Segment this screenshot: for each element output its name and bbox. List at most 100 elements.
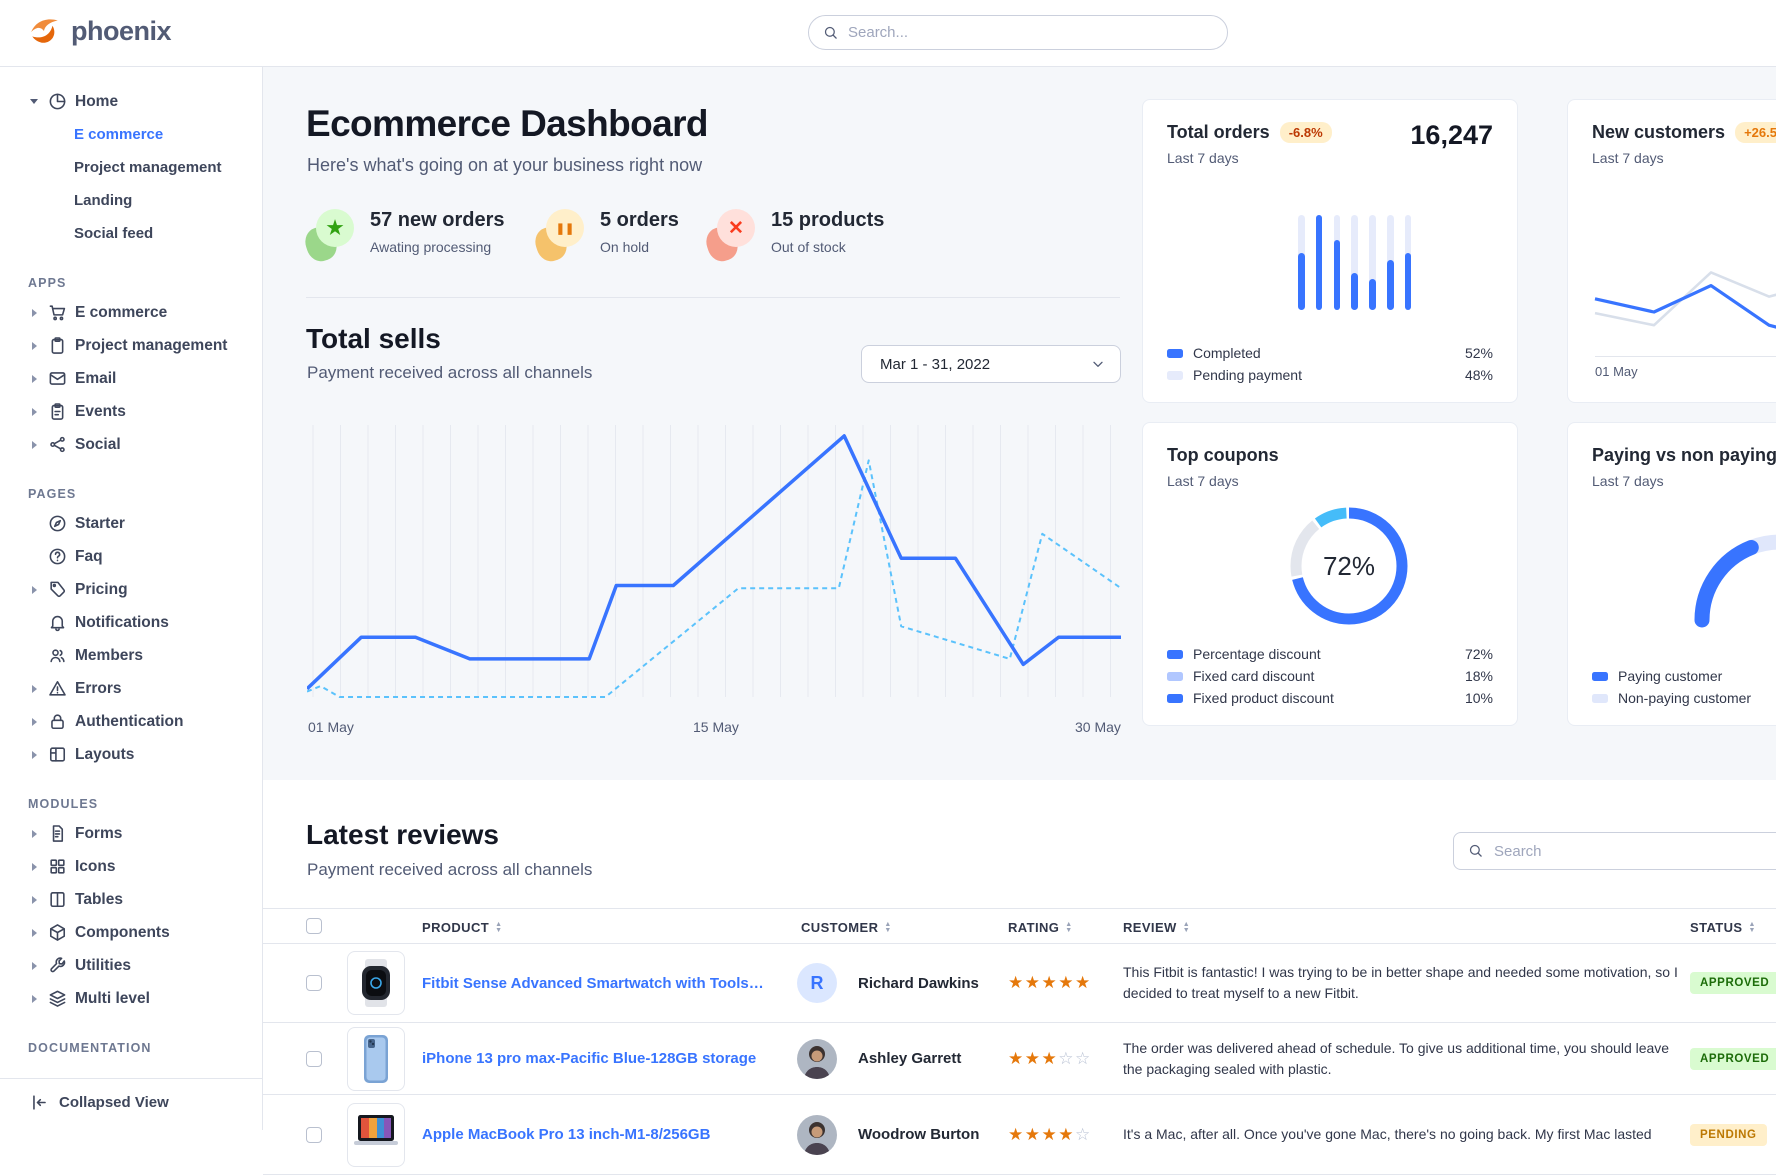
date-range-select[interactable]: Mar 1 - 31, 2022 <box>861 345 1121 383</box>
rating-cell: ★★★★★ <box>1008 973 1092 992</box>
wrench-icon <box>48 956 67 975</box>
sidebar-item-label: Authentication <box>75 712 184 730</box>
calendar-icon <box>48 402 67 421</box>
stat-sublabel: On hold <box>600 239 650 255</box>
reviews-title: Latest reviews <box>306 819 499 850</box>
product-link[interactable]: Apple MacBook Pro 13 inch-M1-8/256GB <box>422 1126 711 1143</box>
global-search[interactable] <box>808 15 1228 50</box>
reviews-table-header: PRODUCT ▲ ▼ CUSTOMER ▲ ▼ RATING ▲ ▼ REVIEW ▲ ▼ STATU… <box>263 908 1776 944</box>
status-cell: APPROVED <box>1690 1023 1776 1094</box>
sidebar-subitem-project-management[interactable]: Project management <box>74 159 222 176</box>
sidebar-item-members[interactable]: Members <box>16 639 250 672</box>
sidebar-item-errors[interactable]: Errors <box>16 672 250 705</box>
legend-value: 72% <box>1464 646 1493 662</box>
review-cell: It's a Mac, after all. Once you've gone … <box>1123 1126 1652 1142</box>
legend-label: Percentage discount <box>1193 646 1321 662</box>
sidebar-item-utilities[interactable]: Utilities <box>16 949 250 982</box>
column-header-rating[interactable]: RATING ▲ ▼ <box>1008 919 1073 935</box>
card-top-coupons: Top coupons Last 7 days 72% Percentage d… <box>1142 422 1518 726</box>
donut-center-value: 72% <box>1322 550 1376 581</box>
product-thumbnail <box>347 1023 405 1094</box>
reviews-search[interactable] <box>1453 832 1776 870</box>
search-icon <box>823 25 839 41</box>
column-header-status[interactable]: STATUS ▲ ▼ <box>1690 919 1756 935</box>
stat-new: ★ 57 new orders Awating processing <box>301 209 505 265</box>
caret-right-icon <box>28 307 40 319</box>
sidebar-item-components[interactable]: Components <box>16 916 250 949</box>
product-link[interactable]: Fitbit Sense Advanced Smartwatch with To… <box>422 974 767 992</box>
sidebar-item-e-commerce[interactable]: E commerce <box>16 296 250 329</box>
row-checkbox[interactable] <box>306 1023 322 1094</box>
avatar: R <box>797 963 837 1003</box>
customer-name: Woodrow Burton <box>858 1126 980 1143</box>
form-icon <box>48 824 67 843</box>
sidebar-item-label: Members <box>75 646 144 664</box>
sidebar-item-layouts[interactable]: Layouts <box>16 738 250 771</box>
reviews-search-input[interactable] <box>1494 842 1776 860</box>
top-navbar: phoenix <box>0 0 1776 67</box>
legend-swatch <box>1167 671 1183 681</box>
x-tick-01may: 01 May <box>308 719 354 735</box>
stat-sublabel: Awating processing <box>370 239 492 255</box>
select-all-checkbox[interactable] <box>306 909 322 943</box>
sidebar-item-icons[interactable]: Icons <box>16 850 250 883</box>
caret-right-icon <box>28 716 40 728</box>
row-checkbox[interactable] <box>306 944 322 1022</box>
collapse-label: Collapsed View <box>59 1094 169 1111</box>
column-header-product[interactable]: PRODUCT ▲ ▼ <box>422 919 503 935</box>
review-cell: The order was delivered ahead of schedul… <box>1123 1039 1670 1077</box>
sidebar-item-authentication[interactable]: Authentication <box>16 705 250 738</box>
customer-cell: Ashley Garrett <box>797 1023 961 1094</box>
column-header-review[interactable]: REVIEW ▲ ▼ <box>1123 919 1191 935</box>
rating-cell: ★★★★☆ <box>1008 1124 1092 1144</box>
sidebar-item-label: Home <box>75 92 119 110</box>
product-link[interactable]: iPhone 13 pro max-Pacific Blue-128GB sto… <box>422 1050 757 1067</box>
sidebar-item-forms[interactable]: Forms <box>16 817 250 850</box>
sidebar-nav: Home E commerce Project management Landing S… <box>16 85 250 1056</box>
paying-legend: Paying customer Non-paying customer <box>1592 665 1776 709</box>
new-customers-period: Last 7 days <box>1592 150 1664 166</box>
sidebar-item-email[interactable]: Email <box>16 362 250 395</box>
sidebar-item-label: Components <box>75 923 170 941</box>
sidebar-item-multi-level[interactable]: Multi level <box>16 982 250 1015</box>
row-checkbox[interactable] <box>306 1095 322 1174</box>
sparkline-tick: 01 May <box>1595 364 1638 379</box>
sidebar-subitem-e-commerce[interactable]: E commerce <box>74 126 164 143</box>
legend-swatch <box>1167 370 1183 380</box>
sidebar-collapse-toggle[interactable]: Collapsed View <box>0 1078 262 1112</box>
sidebar-item-tables[interactable]: Tables <box>16 883 250 916</box>
table-icon <box>48 890 67 909</box>
legend-value: 52% <box>1464 345 1493 361</box>
new-customers-title: New customers <box>1592 122 1726 142</box>
column-header-customer[interactable]: CUSTOMER ▲ ▼ <box>801 919 892 935</box>
legend-swatch <box>1592 693 1608 703</box>
sidebar-item-label: Starter <box>75 514 125 532</box>
sidebar-subitem-landing[interactable]: Landing <box>74 192 133 209</box>
sidebar-item-notifications[interactable]: Notifications <box>16 606 250 639</box>
sidebar-item-social[interactable]: Social <box>16 428 250 461</box>
sidebar-item-pricing[interactable]: Pricing <box>16 573 250 606</box>
question-icon <box>48 547 67 566</box>
caret-right-icon <box>28 993 40 1005</box>
sidebar-item-home[interactable]: Home <box>16 85 250 118</box>
sidebar-item-starter[interactable]: Starter <box>16 507 250 540</box>
collapse-icon <box>30 1093 49 1112</box>
sidebar-subitem-social-feed[interactable]: Social feed <box>74 225 154 242</box>
legend-swatch <box>1592 671 1608 681</box>
top-coupons-period: Last 7 days <box>1167 473 1239 489</box>
grid-icon <box>48 857 67 876</box>
sidebar-item-project-management[interactable]: Project management <box>16 329 250 362</box>
main-content: Ecommerce Dashboard ★ 57 new orders Awat… <box>263 67 1776 1175</box>
caret-right-icon <box>28 683 40 695</box>
sidebar-item-faq[interactable]: Faq <box>16 540 250 573</box>
legend-value: 18% <box>1464 668 1493 684</box>
table-row: Apple MacBook Pro 13 inch-M1-8/256GB Woo… <box>263 1095 1776 1175</box>
brand-logo[interactable]: phoenix <box>28 14 172 48</box>
caret-right-icon <box>28 439 40 451</box>
sidebar-item-label: Project management <box>75 336 228 354</box>
global-search-input[interactable] <box>848 24 1213 41</box>
layers-icon <box>48 989 67 1008</box>
sidebar-item-events[interactable]: Events <box>16 395 250 428</box>
stat-hold: ❚❚ 5 orders On hold <box>531 209 679 265</box>
sort-icon: ▲ ▼ <box>1182 920 1191 934</box>
